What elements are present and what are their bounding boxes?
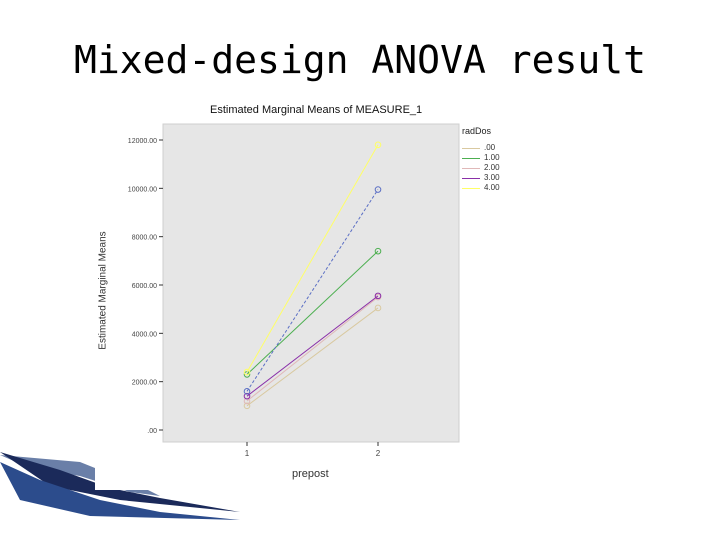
legend-item: .00 bbox=[460, 143, 520, 153]
x-tick-label: 1 bbox=[245, 449, 250, 458]
legend-label: 1.00 bbox=[484, 153, 500, 162]
data-point bbox=[243, 388, 251, 395]
legend-label: 4.00 bbox=[484, 183, 500, 192]
y-tick-label: 4000.00 bbox=[132, 331, 157, 338]
legend-item: 2.00 bbox=[460, 163, 520, 173]
legend-title: radDos bbox=[462, 126, 492, 136]
data-point bbox=[243, 392, 251, 400]
data-point bbox=[243, 368, 251, 376]
y-axis-label: Estimated Marginal Means bbox=[97, 231, 109, 350]
series-line bbox=[246, 307, 379, 407]
data-point bbox=[374, 186, 382, 193]
x-axis-label: prepost bbox=[292, 468, 329, 480]
data-point bbox=[243, 402, 251, 410]
legend-label: 2.00 bbox=[484, 163, 500, 172]
y-tick-label: 6000.00 bbox=[132, 283, 157, 290]
legend-item: 4.00 bbox=[460, 183, 520, 193]
y-tick-label: 8000.00 bbox=[132, 235, 157, 242]
legend-label: .00 bbox=[484, 143, 496, 152]
data-point bbox=[243, 397, 251, 405]
plot-area bbox=[162, 123, 460, 443]
series-lines bbox=[243, 141, 382, 410]
series-line bbox=[246, 296, 379, 402]
data-point bbox=[374, 247, 382, 255]
series-line bbox=[246, 189, 379, 392]
decoration-swoosh-mid bbox=[0, 462, 240, 520]
axes: .00 2000.00 4000.00 6000.00 8000.00 10000.00 1… bbox=[128, 138, 381, 458]
y-tick-label: 2000.00 bbox=[132, 380, 157, 387]
data-point bbox=[374, 141, 382, 149]
data-point bbox=[374, 304, 382, 312]
legend-swatch bbox=[462, 158, 480, 159]
chart-title: Estimated Marginal Means of MEASURE_1 bbox=[210, 104, 423, 116]
legend-item: 1.00 bbox=[460, 153, 520, 163]
series-line bbox=[246, 295, 379, 397]
y-tick-label: .00 bbox=[147, 428, 157, 435]
legend-swatch bbox=[462, 168, 480, 169]
series-line bbox=[246, 250, 379, 375]
legend-label: 3.00 bbox=[484, 173, 500, 182]
legend-item: 3.00 bbox=[460, 173, 520, 183]
chart-figure: .00 2000.00 4000.00 6000.00 8000.00 10000.00 1… bbox=[95, 100, 515, 490]
page-title: Mixed-design ANOVA result bbox=[74, 38, 646, 82]
data-point bbox=[374, 292, 382, 300]
x-tick-label: 2 bbox=[376, 449, 381, 458]
decoration-swoosh-front bbox=[0, 452, 240, 512]
legend: .00 1.00 2.00 3.00 4.00 bbox=[460, 143, 520, 193]
y-tick-label: 10000.00 bbox=[128, 186, 157, 193]
y-tick-label: 12000.00 bbox=[128, 138, 157, 145]
legend-swatch bbox=[462, 188, 480, 189]
legend-swatch bbox=[462, 178, 480, 179]
legend-swatch bbox=[462, 148, 480, 149]
series-line bbox=[246, 144, 379, 373]
